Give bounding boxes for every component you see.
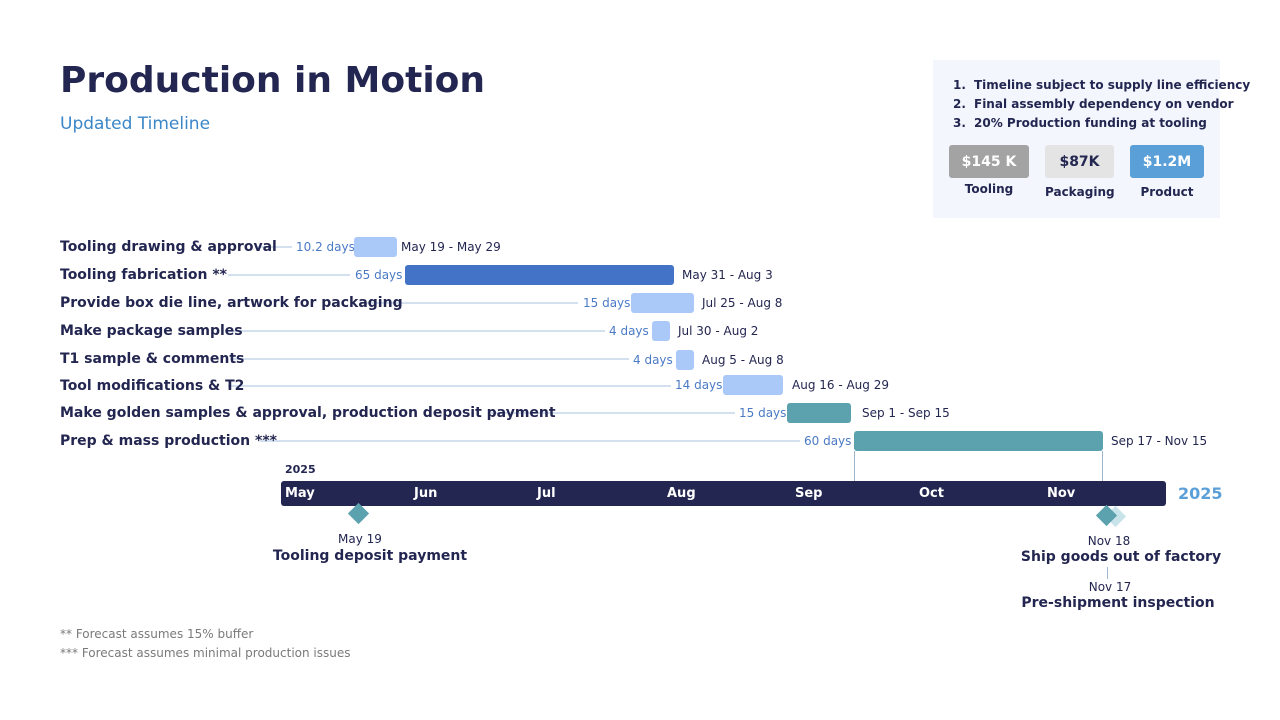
note-item: 2. Final assembly dependency on vendor [953, 97, 1234, 111]
task-range: May 19 - May 29 [401, 240, 501, 254]
guide-line [1102, 451, 1103, 481]
task-connector [255, 246, 292, 248]
footnote: ** Forecast assumes 15% buffer [60, 627, 254, 641]
budget-packaging: $87K Packaging [1045, 145, 1115, 199]
task-duration: 60 days [804, 434, 852, 448]
page-subtitle: Updated Timeline [60, 114, 211, 134]
task-duration: 4 days [609, 324, 649, 338]
task-bar [787, 403, 851, 423]
task-connector [260, 440, 800, 442]
task-range: Jul 25 - Aug 8 [702, 296, 783, 310]
task-bar [676, 350, 694, 370]
task-range: Jul 30 - Aug 2 [678, 324, 759, 338]
month-label: Sep [795, 486, 823, 501]
budget-packaging-label: Packaging [1045, 185, 1115, 199]
task-label: Tooling fabrication ** [60, 267, 227, 283]
task-range: Aug 5 - Aug 8 [702, 353, 784, 367]
note-item: 1. Timeline subject to supply line effici… [953, 78, 1251, 92]
milestone-title: Tooling deposit payment [272, 548, 468, 564]
month-label: Oct [919, 486, 944, 501]
milestone-connector [1107, 567, 1108, 579]
milestone-title: Pre-shipment inspection [1021, 595, 1215, 611]
task-bar [631, 293, 694, 313]
task-duration: 15 days [739, 406, 787, 420]
task-duration: 15 days [583, 296, 631, 310]
task-label: T1 sample & comments [60, 351, 245, 367]
task-bar [723, 375, 783, 395]
budget-packaging-value: $87K [1045, 145, 1114, 178]
task-range: May 31 - Aug 3 [682, 268, 773, 282]
task-connector [225, 330, 605, 332]
task-range: Aug 16 - Aug 29 [792, 378, 889, 392]
task-bar [405, 265, 674, 285]
note-text: 20% Production funding at tooling [974, 116, 1207, 130]
task-label: Prep & mass production *** [60, 433, 277, 449]
task-label: Tooling drawing & approval [60, 239, 277, 255]
month-label: Nov [1047, 486, 1076, 501]
task-range: Sep 1 - Sep 15 [862, 406, 950, 420]
notes-panel: 1. Timeline subject to supply line effici… [933, 60, 1250, 218]
task-label: Tool modifications & T2 [60, 378, 245, 394]
task-label: Provide box die line, artwork for packag… [60, 295, 403, 311]
budget-product: $1.2M Product [1130, 145, 1204, 199]
note-item: 3. 20% Production funding at tooling [953, 116, 1207, 130]
milestone-title: Ship goods out of factory [1020, 549, 1222, 565]
milestone-diamond-icon [347, 502, 370, 525]
task-bar [652, 321, 670, 341]
task-label: Make package samples [60, 323, 243, 339]
footnote: *** Forecast assumes minimal production … [60, 646, 351, 660]
task-bar [854, 431, 1103, 451]
timeline-year-end: 2025 [1178, 484, 1223, 503]
budget-product-value: $1.2M [1130, 145, 1204, 178]
task-connector [360, 302, 578, 304]
page-title: Production in Motion [60, 60, 486, 101]
note-text: Final assembly dependency on vendor [974, 97, 1234, 111]
task-range: Sep 17 - Nov 15 [1111, 434, 1208, 448]
task-connector [228, 274, 350, 276]
task-connector [230, 358, 629, 360]
task-bar [354, 237, 397, 257]
milestone-date: May 19 [338, 532, 382, 546]
task-connector [488, 412, 735, 414]
task-connector [228, 385, 671, 387]
task-duration: 65 days [355, 268, 403, 282]
budget-tooling: $145 K Tooling [949, 145, 1029, 196]
milestone-date: Nov 18 [1087, 534, 1131, 548]
month-label: Jul [537, 486, 556, 501]
milestone-date: Nov 17 [1088, 580, 1132, 594]
month-label: Aug [667, 486, 696, 501]
timeline-axis: May Jun Jul Aug Sep Oct Nov [281, 481, 1166, 506]
month-label: Jun [414, 486, 438, 501]
guide-line [854, 451, 855, 481]
budget-tooling-value: $145 K [949, 145, 1029, 178]
budget-tooling-label: Tooling [964, 182, 1014, 196]
month-label: May [285, 486, 315, 501]
budget-product-label: Product [1140, 185, 1194, 199]
task-duration: 4 days [633, 353, 673, 367]
notes-list: 1. Timeline subject to supply line effici… [953, 76, 1250, 133]
task-duration: 10.2 days [296, 240, 355, 254]
timeline-year: 2025 [285, 463, 316, 476]
task-label: Make golden samples & approval, producti… [60, 405, 556, 421]
note-text: Timeline subject to supply line efficien… [974, 78, 1251, 92]
task-duration: 14 days [675, 378, 723, 392]
